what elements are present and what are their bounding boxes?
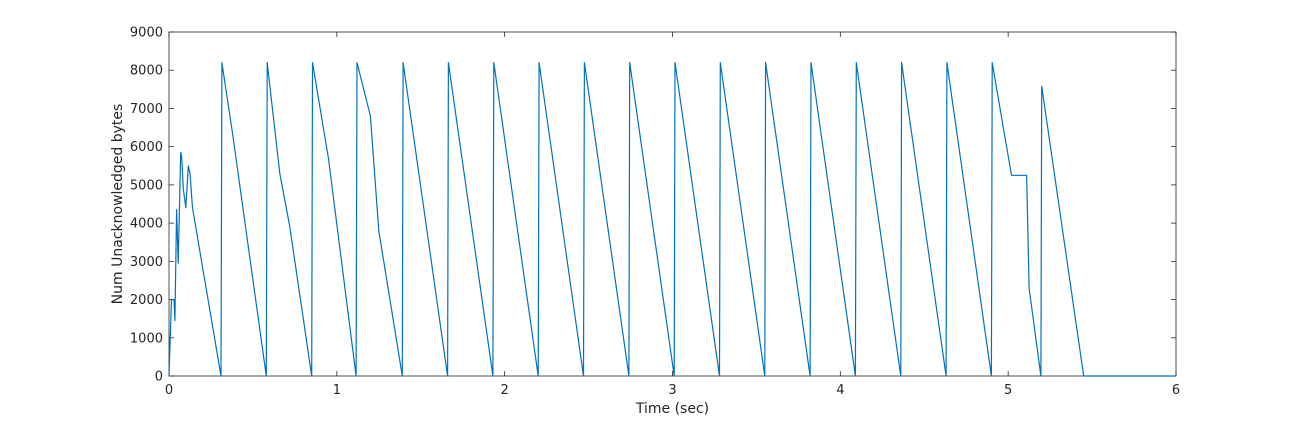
x-tick-label: 4 (836, 383, 844, 398)
y-tick-label: 6000 (130, 140, 163, 155)
y-tick-label: 0 (155, 370, 163, 385)
series-line (168, 61, 1176, 377)
y-tick-label: 2000 (130, 293, 163, 308)
x-tick-label: 6 (1172, 383, 1180, 398)
x-tick-label: 3 (668, 383, 676, 398)
x-tick-label: 1 (333, 383, 341, 398)
y-axis-label: Num Unacknowledged bytes (110, 104, 126, 305)
y-tick-label: 1000 (130, 331, 163, 346)
y-tick-label: 8000 (130, 64, 163, 79)
plot-area (168, 31, 1177, 377)
y-tick-label: 7000 (130, 102, 163, 117)
x-tick-label: 5 (1004, 383, 1012, 398)
x-tick-label: 0 (165, 383, 173, 398)
y-tick-label: 9000 (130, 26, 163, 41)
x-axis: 0 1 2 3 4 5 6 (165, 32, 1180, 398)
x-axis-label: Time (sec) (635, 401, 709, 417)
x-tick-label: 2 (501, 383, 509, 398)
y-tick-label: 5000 (130, 178, 163, 193)
y-tick-label: 3000 (130, 255, 163, 270)
y-tick-label: 4000 (130, 217, 163, 232)
series-group (168, 61, 1176, 377)
